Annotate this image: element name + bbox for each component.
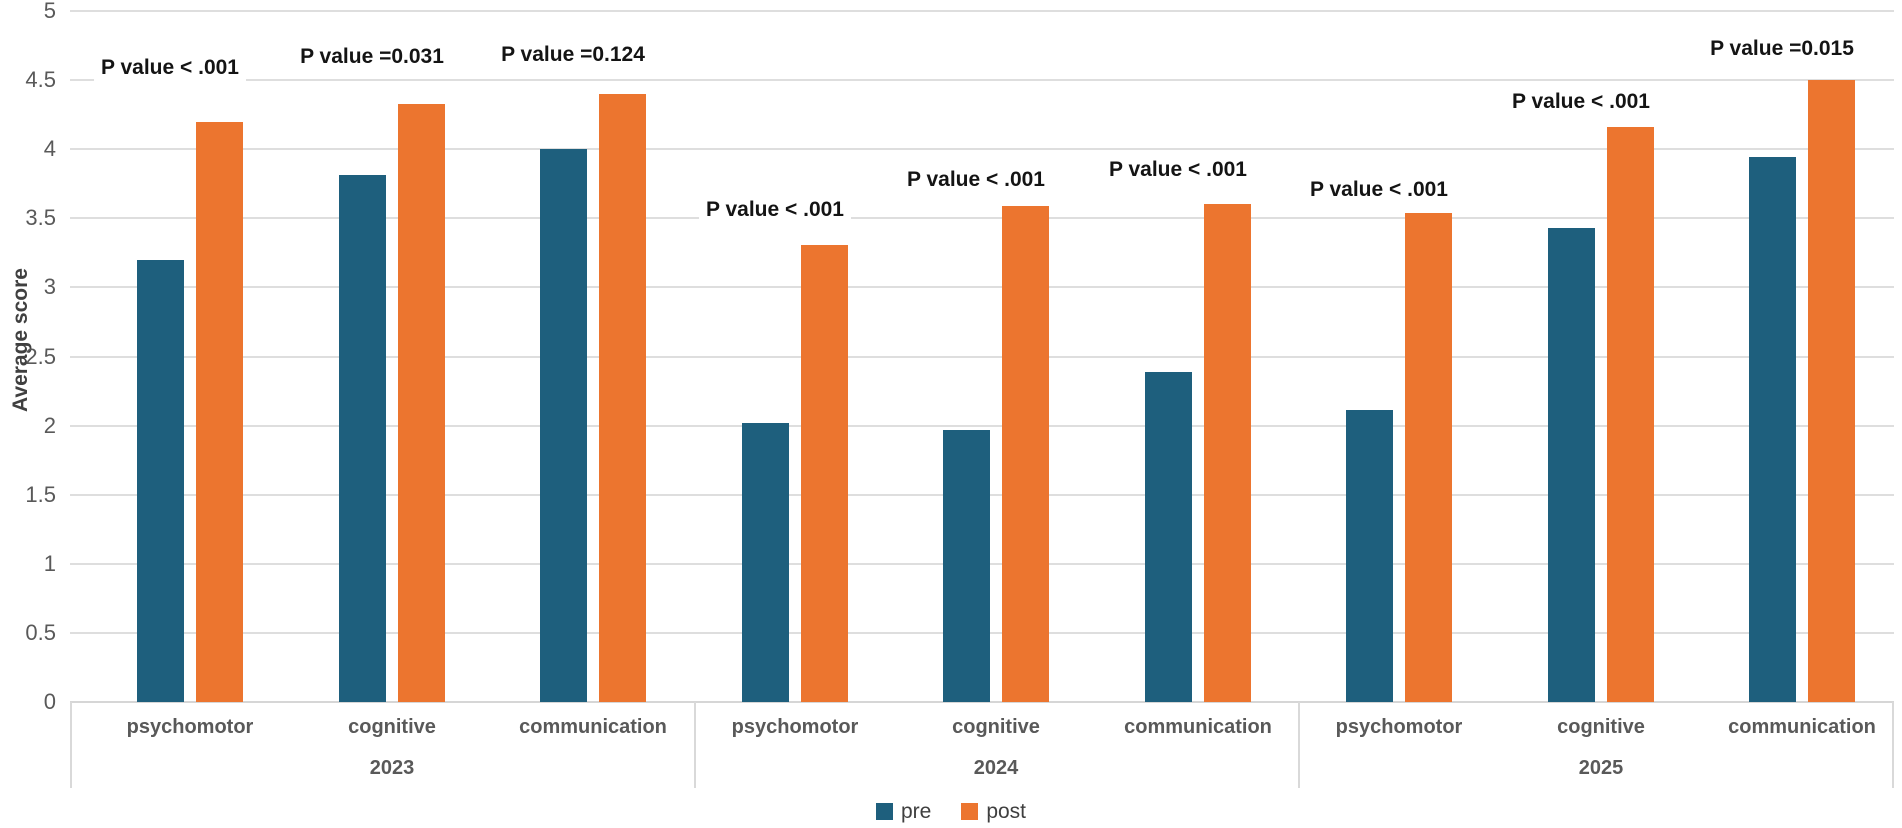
p-value-label: P value < .001 (699, 197, 851, 223)
year-divider (694, 702, 696, 788)
category-label: communication (1728, 716, 1876, 738)
legend-item-pre: pre (875, 799, 932, 823)
y-tick-label: 2.5 (25, 343, 56, 369)
bar-pre (1145, 371, 1192, 702)
y-tick-label: 1 (43, 550, 56, 576)
legend-swatch-post (961, 802, 979, 820)
p-value-label: P value < .001 (1505, 89, 1657, 115)
gridline (70, 286, 1894, 289)
bar-pre (339, 175, 386, 702)
category-label: psychomotor (1335, 716, 1463, 738)
year-label: 2024 (973, 757, 1019, 779)
category-label: cognitive (1557, 716, 1645, 738)
year-divider (1298, 702, 1300, 788)
year-label: 2023 (369, 757, 415, 779)
bar-post (1405, 212, 1452, 702)
y-tick-label: 4 (43, 136, 56, 162)
gridline (70, 10, 1894, 12)
bar-pre (1346, 410, 1393, 702)
p-value-label: P value < .001 (900, 167, 1052, 193)
bar-pre (137, 259, 184, 702)
legend-label-post: post (986, 799, 1027, 823)
bar-pre (943, 429, 990, 702)
y-tick-label: 3 (43, 274, 56, 300)
p-value-label: P value < .001 (94, 55, 246, 81)
category-label: communication (519, 716, 667, 738)
bar-post (1607, 127, 1654, 702)
y-tick-label: 3.5 (25, 205, 56, 231)
bar-post (1002, 205, 1049, 702)
bar-post (801, 244, 848, 702)
y-tick-label: 0.5 (25, 619, 56, 645)
gridline (70, 79, 1894, 82)
bar-pre (540, 149, 587, 702)
bar-post (398, 103, 445, 702)
year-divider (70, 702, 72, 788)
gridline (70, 424, 1894, 427)
p-value-label: P value =0.124 (494, 42, 652, 68)
category-label: cognitive (952, 716, 1040, 738)
year-divider (1892, 702, 1894, 788)
gridline (70, 217, 1894, 220)
category-label: psychomotor (126, 716, 254, 738)
x-axis-line (70, 701, 1894, 703)
p-value-label: P value < .001 (1303, 177, 1455, 203)
bar-pre (1749, 157, 1796, 702)
gridline (70, 355, 1894, 358)
bar-post (196, 121, 243, 702)
category-label: communication (1124, 716, 1272, 738)
p-value-label: P value < .001 (1102, 157, 1254, 183)
bar-pre (742, 422, 789, 702)
y-tick-label: 2 (43, 412, 56, 438)
bar-post (599, 93, 646, 702)
p-value-label: P value =0.015 (1703, 36, 1861, 62)
bar-pre (1548, 227, 1595, 702)
year-label: 2025 (1578, 757, 1624, 779)
legend-swatch-pre (875, 802, 893, 820)
y-tick-label: 4.5 (25, 67, 56, 93)
y-tick-label: 5 (43, 0, 56, 23)
legend-item-post: post (961, 801, 1026, 822)
y-tick-label: 1.5 (25, 481, 56, 507)
category-label: psychomotor (731, 716, 859, 738)
legend-label-pre: pre (900, 799, 932, 823)
p-value-label: P value =0.031 (293, 44, 451, 70)
category-label: cognitive (348, 716, 436, 738)
y-tick-label: 0 (43, 689, 56, 714)
bar-post (1204, 204, 1251, 702)
bar-post (1808, 80, 1855, 702)
gridline (70, 148, 1894, 151)
legend: pre post (0, 798, 1902, 824)
